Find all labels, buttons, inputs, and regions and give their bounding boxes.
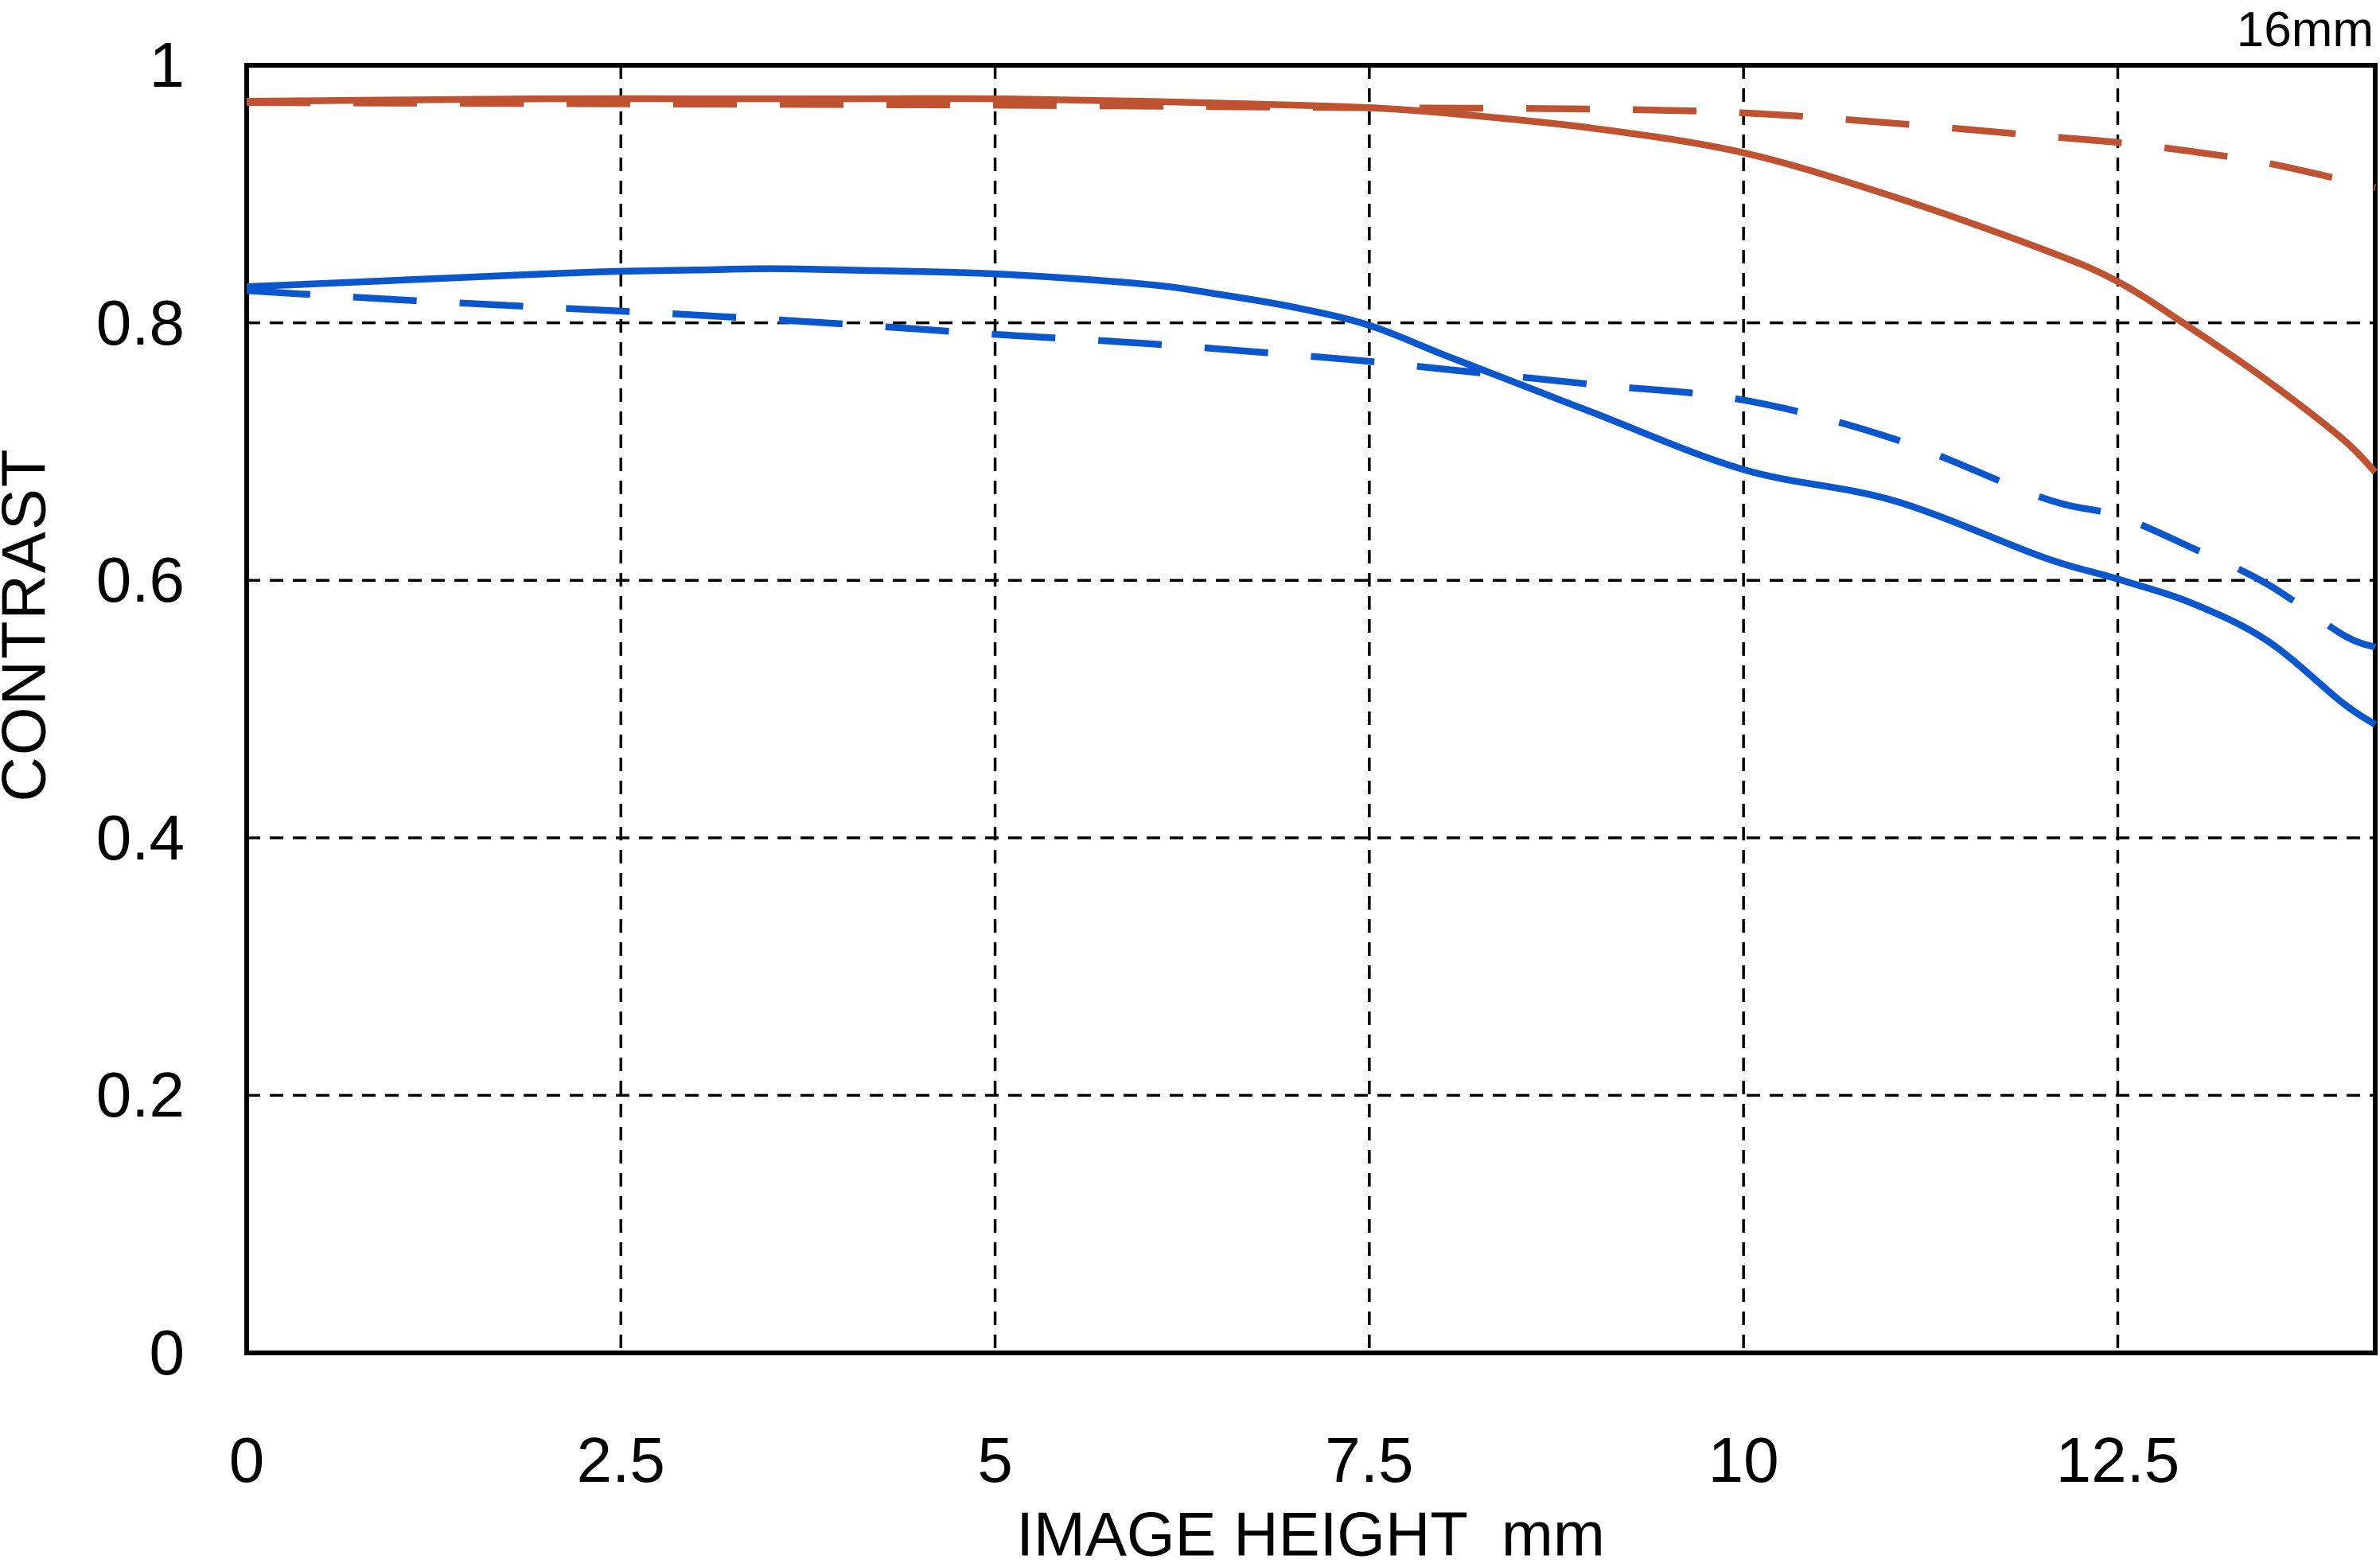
y-tick-label: 0.4 [95,801,185,873]
y-tick-label: 0.2 [95,1059,185,1131]
x-tick-label: 10 [1708,1425,1779,1495]
y-tick-label: 1 [149,29,185,100]
x-tick-label: 5 [977,1425,1013,1495]
series-red-dashed [246,99,2376,191]
focal-length-label: 16mm [2236,2,2374,57]
x-tick-label: 7.5 [1325,1425,1414,1495]
plot-frame [244,63,2378,1355]
series-blue-solid [246,265,2378,728]
y-tick-label: 0.6 [95,544,185,616]
x-tick-label: 12.5 [2055,1425,2180,1495]
series-blue-dashed [246,286,2377,651]
series-red-solid [246,95,2378,475]
x-axis-title: IMAGE HEIGHT mm [1016,1499,1605,1563]
y-axis-title: CONTRAST [0,447,59,802]
x-tick-label: 0 [228,1425,265,1495]
y-tick-label: 0 [149,1317,185,1388]
x-tick-label: 2.5 [576,1425,665,1495]
y-tick-label: 0.8 [95,286,185,358]
